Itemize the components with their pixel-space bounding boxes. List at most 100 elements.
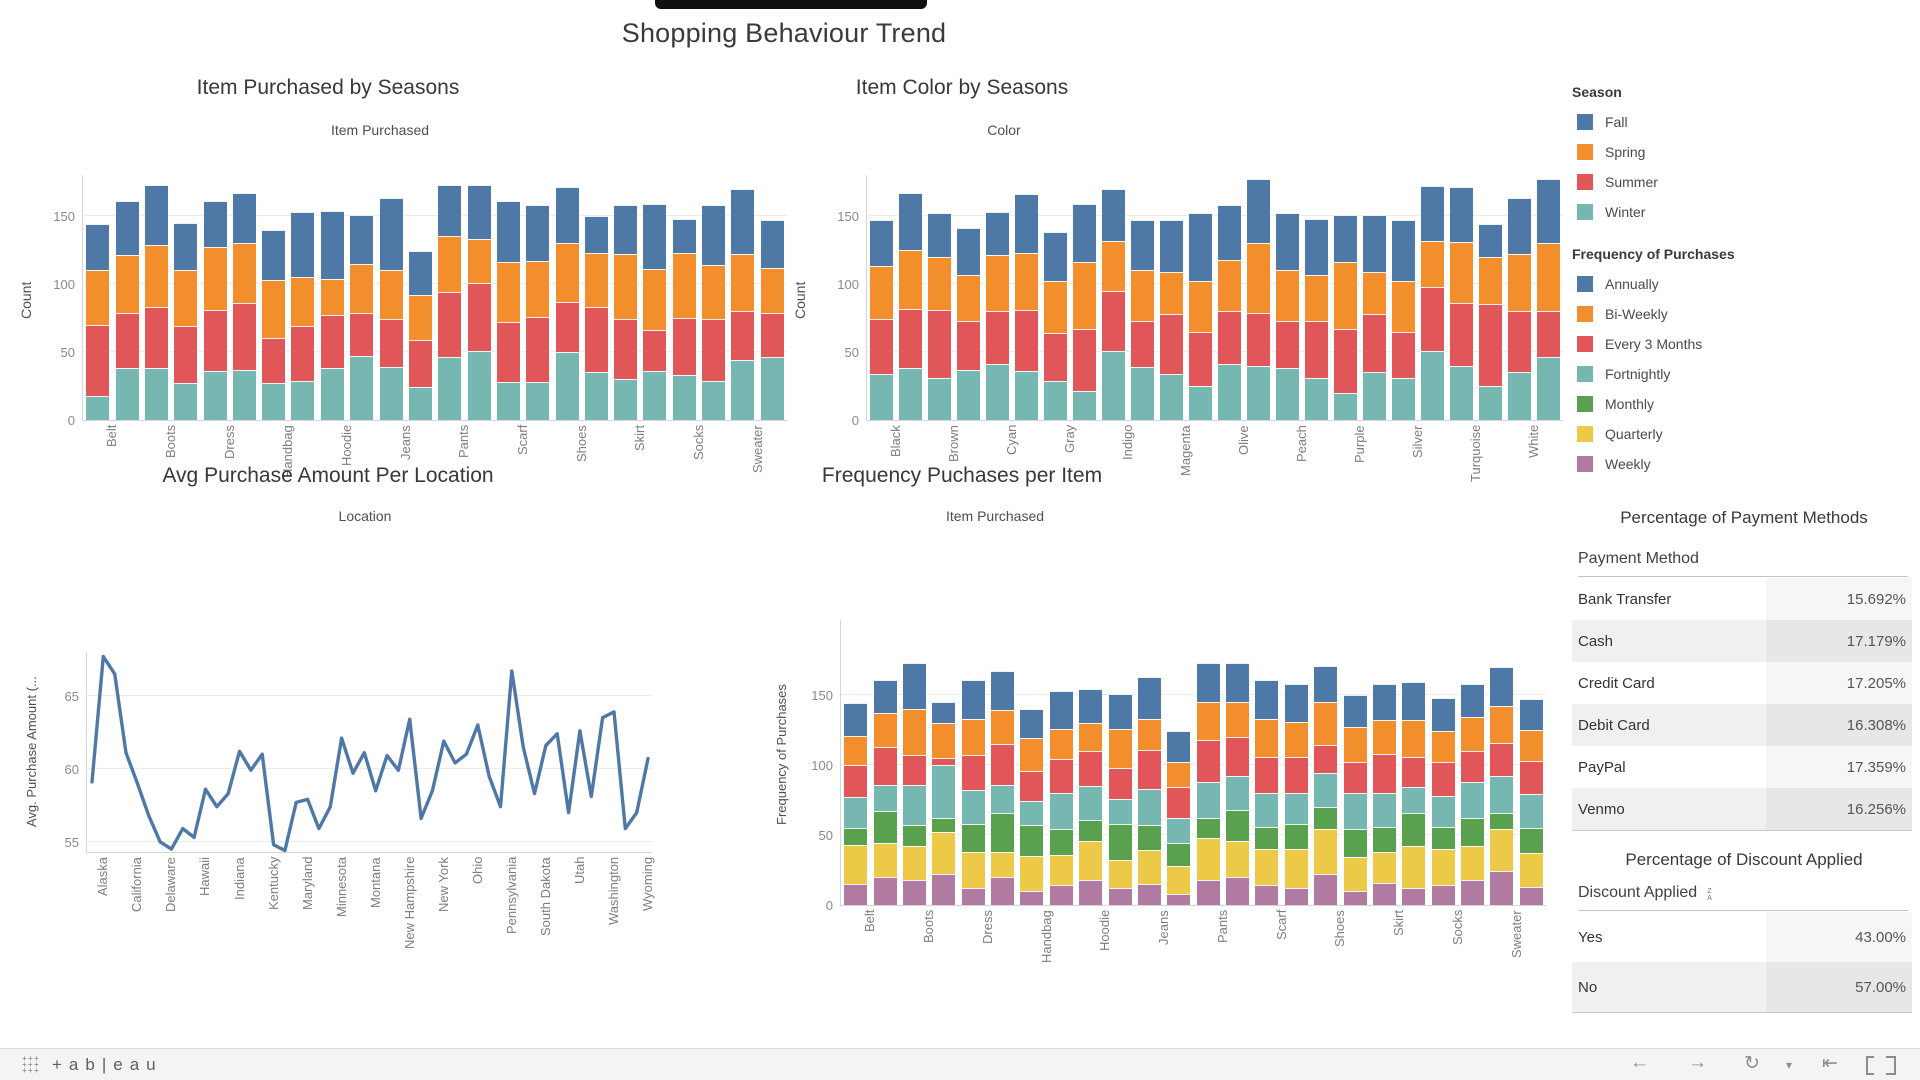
- bar-segment-winter[interactable]: [899, 368, 922, 420]
- bar-segment-annually[interactable]: [874, 679, 897, 714]
- bar-segment-summer[interactable]: [643, 330, 666, 372]
- bar-segment-winter[interactable]: [350, 356, 373, 420]
- table-row-no[interactable]: No 57.00%: [1572, 962, 1912, 1012]
- bar-segment-monthly[interactable]: [1490, 812, 1513, 830]
- bar-segment-fall[interactable]: [1450, 187, 1473, 242]
- bar-segment-monthly[interactable]: [991, 812, 1014, 852]
- bar-segment-spring[interactable]: [870, 266, 893, 320]
- bar-segment-bi-weekly[interactable]: [1020, 738, 1043, 771]
- bar-segment-monthly[interactable]: [1050, 829, 1073, 855]
- stacked-bar[interactable]: [1050, 690, 1073, 905]
- bar-segment-bi-weekly[interactable]: [1138, 718, 1161, 750]
- bar-segment-fall[interactable]: [1363, 214, 1386, 272]
- stacked-bar[interactable]: [1102, 188, 1125, 420]
- bar-segment-weekly[interactable]: [1314, 874, 1337, 905]
- bar-segment-winter[interactable]: [1421, 350, 1444, 420]
- bar-segment-spring[interactable]: [468, 239, 491, 283]
- stacked-bar[interactable]: [1131, 220, 1154, 420]
- bar-segment-annually[interactable]: [1079, 689, 1102, 724]
- bar-segment-summer[interactable]: [1363, 313, 1386, 373]
- stacked-bar[interactable]: [1508, 198, 1531, 420]
- bar-segment-spring[interactable]: [497, 262, 520, 323]
- bar-segment-weekly[interactable]: [932, 874, 955, 905]
- bar-segment-fortnightly[interactable]: [1373, 793, 1396, 827]
- bar-segment-every-3-months[interactable]: [1373, 753, 1396, 794]
- stacked-bar[interactable]: [1421, 186, 1444, 420]
- bar-segment-winter[interactable]: [1537, 357, 1560, 420]
- bar-segment-quarterly[interactable]: [1314, 829, 1337, 875]
- bar-segment-spring[interactable]: [1073, 262, 1096, 329]
- legend-item-quarterly[interactable]: Quarterly: [1577, 424, 1663, 444]
- legend-item-weekly[interactable]: Weekly: [1577, 454, 1651, 474]
- legend-item-fall[interactable]: Fall: [1577, 112, 1628, 132]
- bar-segment-summer[interactable]: [438, 292, 461, 358]
- bar-segment-weekly[interactable]: [1285, 888, 1308, 905]
- bar-segment-monthly[interactable]: [932, 818, 955, 833]
- bar-segment-every-3-months[interactable]: [1226, 737, 1249, 777]
- bar-segment-winter[interactable]: [1450, 365, 1473, 420]
- bar-segment-winter[interactable]: [409, 387, 432, 420]
- stacked-bar[interactable]: [409, 251, 432, 420]
- bar-segment-summer[interactable]: [1450, 303, 1473, 366]
- legend-item-fortnightly[interactable]: Fortnightly: [1577, 364, 1670, 384]
- bar-segment-spring[interactable]: [1334, 262, 1357, 329]
- bar-segment-every-3-months[interactable]: [1255, 756, 1278, 794]
- bar-segment-summer[interactable]: [262, 338, 285, 384]
- bar-segment-winter[interactable]: [1247, 365, 1270, 420]
- bar-segment-every-3-months[interactable]: [1344, 762, 1367, 794]
- bar-segment-winter[interactable]: [614, 379, 637, 420]
- bar-segment-winter[interactable]: [526, 381, 549, 420]
- bar-segment-winter[interactable]: [321, 368, 344, 420]
- bar-segment-quarterly[interactable]: [1167, 865, 1190, 894]
- bar-segment-fall[interactable]: [145, 184, 168, 245]
- bar-segment-fall[interactable]: [526, 205, 549, 261]
- bar-segment-monthly[interactable]: [1344, 829, 1367, 858]
- bar-segment-monthly[interactable]: [1138, 825, 1161, 851]
- bar-segment-summer[interactable]: [1247, 312, 1270, 366]
- bar-segment-fortnightly[interactable]: [1432, 795, 1455, 827]
- bar-segment-fall[interactable]: [1305, 218, 1328, 275]
- stacked-bar[interactable]: [1432, 697, 1455, 905]
- bar-segment-summer[interactable]: [409, 339, 432, 388]
- bar-segment-monthly[interactable]: [1520, 828, 1543, 854]
- stacked-bar[interactable]: [761, 220, 784, 420]
- bar-segment-winter[interactable]: [870, 373, 893, 420]
- bar-segment-spring[interactable]: [1450, 241, 1473, 304]
- bar-segment-summer[interactable]: [1073, 328, 1096, 392]
- bar-segment-annually[interactable]: [1109, 693, 1132, 729]
- bar-segment-fall[interactable]: [870, 220, 893, 267]
- stacked-bar[interactable]: [899, 192, 922, 420]
- bar-segment-fall[interactable]: [899, 192, 922, 251]
- bar-segment-bi-weekly[interactable]: [1285, 721, 1308, 757]
- bar-segment-summer[interactable]: [1044, 332, 1067, 381]
- bar-segment-bi-weekly[interactable]: [1050, 728, 1073, 760]
- stacked-bar[interactable]: [870, 220, 893, 420]
- bar-segment-summer[interactable]: [673, 318, 696, 376]
- bar-segment-fall[interactable]: [1189, 213, 1212, 282]
- bar-segment-spring[interactable]: [1102, 240, 1125, 291]
- bar-segment-every-3-months[interactable]: [962, 755, 985, 791]
- bar-segment-summer[interactable]: [380, 319, 403, 367]
- stacked-bar[interactable]: [204, 201, 227, 420]
- bar-segment-every-3-months[interactable]: [1079, 751, 1102, 787]
- bar-segment-bi-weekly[interactable]: [932, 723, 955, 759]
- bar-segment-every-3-months[interactable]: [844, 765, 867, 798]
- bar-segment-monthly[interactable]: [1255, 826, 1278, 850]
- bar-segment-monthly[interactable]: [1461, 818, 1484, 847]
- bar-segment-fortnightly[interactable]: [874, 784, 897, 812]
- bar-segment-weekly[interactable]: [874, 877, 897, 905]
- bar-segment-spring[interactable]: [1421, 240, 1444, 287]
- bar-segment-weekly[interactable]: [1344, 891, 1367, 905]
- bar-segment-fall[interactable]: [174, 222, 197, 271]
- bar-segment-fortnightly[interactable]: [962, 790, 985, 824]
- bar-segment-fall[interactable]: [1044, 232, 1067, 282]
- stacked-bar[interactable]: [556, 187, 579, 420]
- bar-segment-weekly[interactable]: [1226, 877, 1249, 905]
- fullscreen-icon[interactable]: [1866, 1055, 1896, 1076]
- bar-segment-every-3-months[interactable]: [1402, 756, 1425, 788]
- bar-segment-winter[interactable]: [1479, 386, 1502, 420]
- bar-segment-annually[interactable]: [844, 703, 867, 736]
- bar-segment-winter[interactable]: [1189, 386, 1212, 420]
- bar-segment-weekly[interactable]: [903, 879, 926, 905]
